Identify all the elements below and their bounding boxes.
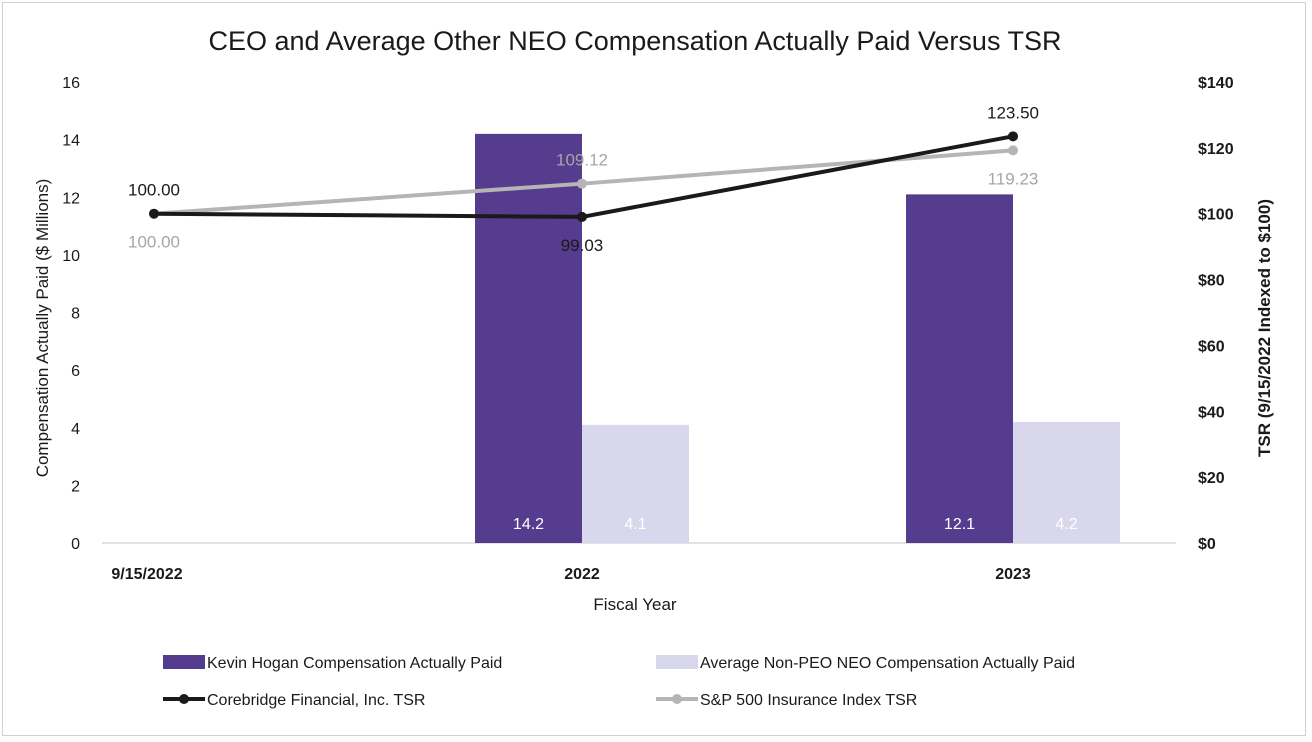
neo-bar [582,424,689,543]
chart-title: CEO and Average Other NEO Compensation A… [209,26,1062,56]
sp500-insurance-tsr-point [577,178,587,189]
right-tick-label: $0 [1198,536,1216,553]
left-tick-label: 2 [71,478,80,495]
sp500-insurance-tsr-label: 109.12 [556,151,608,170]
x-tick-label: 9/15/2022 [111,566,182,583]
corebridge-tsr-label: 99.03 [561,236,604,255]
bar-data-label: 4.1 [624,516,646,533]
x-tick-label: 2022 [564,566,600,583]
right-tick-label: $60 [1198,338,1225,355]
left-axis-ticks: 0 2 4 6 8 10 12 14 16 [62,75,80,553]
legend-swatch-marker [179,694,189,704]
x-axis-ticks: 9/15/2022 2022 2023 [111,566,1030,583]
corebridge-tsr-point [1008,131,1018,142]
y-axis-left-label: Compensation Actually Paid ($ Millions) [33,179,52,478]
legend-swatch-bar [163,655,205,669]
left-tick-label: 8 [71,306,80,323]
right-tick-label: $20 [1198,470,1225,487]
left-tick-label: 0 [71,536,80,553]
ceo-bar [475,133,582,544]
left-tick-label: 12 [62,190,80,207]
ceo-bar [906,194,1013,543]
left-tick-label: 10 [62,248,80,265]
sp500-insurance-tsr-label: 100.00 [128,233,180,252]
legend: Kevin Hogan Compensation Actually Paid Av… [163,655,1075,709]
legend-label: S&P 500 Insurance Index TSR [700,692,917,709]
legend-label: Kevin Hogan Compensation Actually Paid [207,655,502,672]
left-tick-label: 16 [62,75,80,92]
y-axis-right-label: TSR (9/15/2022 Indexed to $100) [1255,199,1274,457]
left-tick-label: 6 [71,363,80,380]
bar-data-label: 12.1 [944,516,975,533]
legend-label: Average Non-PEO NEO Compensation Actuall… [700,655,1075,672]
sp500-insurance-tsr-point [1008,145,1018,156]
right-tick-label: $120 [1198,141,1234,158]
left-tick-label: 4 [71,421,80,438]
bar-data-label: 4.2 [1055,516,1077,533]
neo-bar [1013,421,1120,543]
x-tick-label: 2023 [995,566,1031,583]
bar-data-label: 14.2 [513,516,544,533]
corebridge-tsr-label: 123.50 [987,103,1039,122]
right-tick-label: $140 [1198,75,1234,92]
bar-series-group: 14.2 12.1 4.1 4.2 [475,133,1120,544]
x-axis-label: Fiscal Year [593,595,676,614]
corebridge-tsr-point [577,211,587,222]
sp500-insurance-tsr-label: 119.23 [988,169,1039,188]
line-series-group: 100.00 109.12 119.23 100.00 99.03 123.50 [128,103,1039,255]
corebridge-tsr-point [149,208,159,219]
right-tick-label: $80 [1198,273,1225,290]
corebridge-tsr-label: 100.00 [128,181,180,200]
legend-swatch-marker [672,694,682,704]
legend-label: Corebridge Financial, Inc. TSR [207,692,425,709]
legend-swatch-bar [656,655,698,669]
right-tick-label: $40 [1198,404,1225,421]
left-tick-label: 14 [62,133,80,150]
right-axis-ticks: $0 $20 $40 $60 $80 $100 $120 $140 [1198,75,1234,553]
right-tick-label: $100 [1198,207,1234,224]
